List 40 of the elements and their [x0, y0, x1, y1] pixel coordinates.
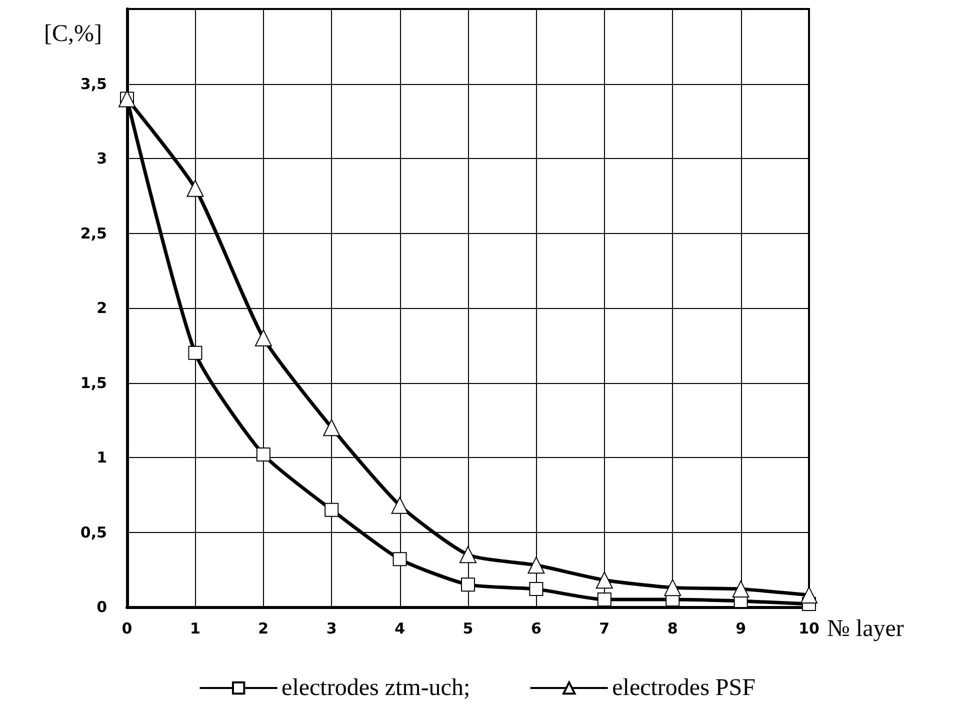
point — [596, 572, 613, 589]
x-tick-label: 2 — [258, 620, 269, 638]
y-tick-label: 0 — [96, 598, 107, 616]
y-tick-label: 2 — [96, 299, 107, 317]
x-axis-title: № layer — [827, 616, 904, 642]
y-axis-title: [C,%] — [44, 21, 102, 47]
legend-label: electrodes ztm-uch; — [282, 675, 470, 701]
point — [254, 329, 272, 346]
point — [324, 502, 339, 517]
point — [391, 496, 408, 514]
x-tick-label: 8 — [667, 620, 678, 638]
x-tick-label: 10 — [798, 620, 820, 638]
y-tick-label: 2,5 — [80, 224, 107, 242]
x-tick-label: 6 — [530, 620, 542, 638]
point — [392, 552, 407, 566]
x-tick-label: 0 — [122, 620, 132, 638]
point — [597, 592, 612, 607]
x-tick-label: 5 — [462, 620, 474, 638]
x-tick-label: 3 — [326, 620, 337, 638]
point — [529, 582, 544, 596]
x-tick-label: 4 — [394, 620, 406, 638]
point — [800, 586, 818, 604]
point — [323, 419, 340, 436]
point — [186, 180, 204, 197]
x-tick-label: 1 — [190, 620, 200, 638]
x-tick-label: 9 — [736, 620, 746, 638]
y-tick-label: 1,5 — [80, 374, 107, 392]
point — [528, 556, 545, 574]
point — [256, 448, 270, 462]
point — [732, 580, 750, 598]
legend-label: electrodes PSF — [612, 675, 756, 701]
y-tick-label: 0,5 — [80, 523, 107, 542]
point — [461, 578, 475, 592]
point — [460, 546, 476, 564]
y-tick-label: 3 — [96, 150, 107, 168]
point — [188, 346, 202, 360]
x-tick-label: 7 — [599, 620, 610, 638]
y-tick-label: 1 — [96, 448, 107, 466]
point — [664, 579, 682, 596]
y-tick-label: 3,5 — [80, 74, 107, 93]
